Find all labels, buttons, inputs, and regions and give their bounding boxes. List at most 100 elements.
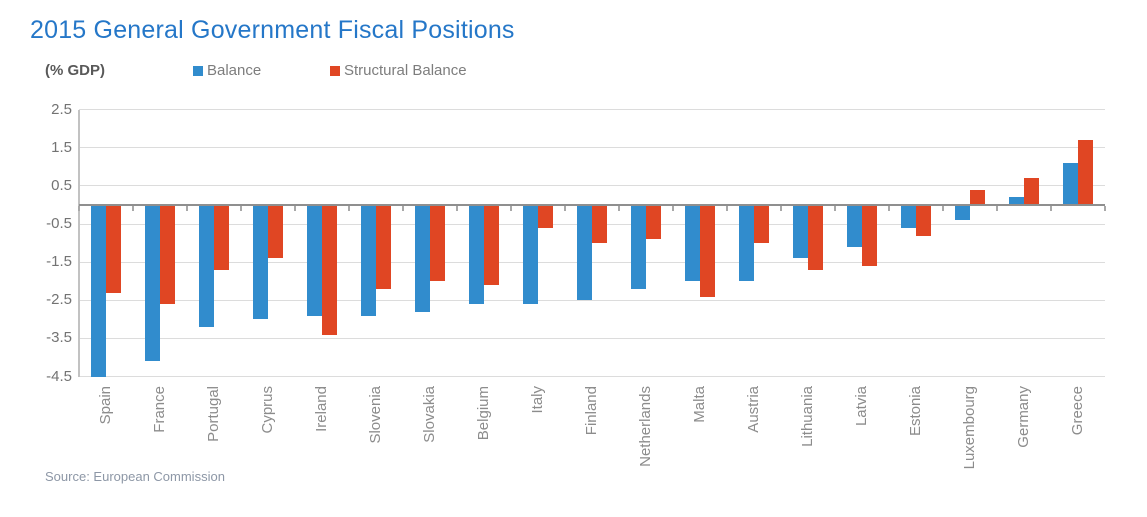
bar-balance-finland [577,205,592,301]
y-tick-label--0.5: -0.5 [46,215,72,233]
bar-balance-estonia [901,205,916,228]
x-label-estonia: Estonia [907,386,924,437]
category-tick-7 [456,206,458,211]
category-tick-13 [780,206,782,211]
x-label-lithuania: Lithuania [799,386,816,447]
y-tick-label--2.5: -2.5 [46,291,72,309]
zero-baseline [79,204,1105,206]
category-tick-11 [672,206,674,211]
source-note: Source: European Commission [45,469,225,484]
bar-structural-balance-cyprus [268,205,283,259]
x-label-netherlands: Netherlands [637,386,654,467]
bar-structural-balance-germany [1024,178,1039,205]
bar-structural-balance-italy [538,205,553,228]
bar-balance-belgium [469,205,484,305]
gridline-0.5 [79,185,1105,187]
x-label-malta: Malta [691,386,708,423]
gridline--3.5 [79,337,1105,339]
category-tick-6 [402,206,404,211]
y-tick-label-1.5: 1.5 [51,138,72,156]
bar-balance-slovenia [361,205,376,316]
category-tick-2 [186,206,188,211]
bar-balance-luxembourg [955,205,970,221]
bar-balance-greece [1063,163,1078,205]
category-tick-4 [294,206,296,211]
y-axis-line [78,109,80,377]
x-label-cyprus: Cyprus [259,386,276,434]
bar-balance-netherlands [631,205,646,289]
bar-structural-balance-portugal [214,205,229,270]
y-tick-label--4.5: -4.5 [46,367,72,385]
bar-balance-slovakia [415,205,430,312]
bar-balance-portugal [199,205,214,328]
bar-structural-balance-slovakia [430,205,445,282]
legend-item-balance: Balance [193,62,261,79]
y-tick-label-2.5: 2.5 [51,100,72,118]
bar-structural-balance-luxembourg [970,189,985,205]
legend-item-structural-balance: Structural Balance [330,62,467,79]
x-label-belgium: Belgium [475,386,492,441]
x-label-ireland: Ireland [313,386,330,432]
bar-balance-latvia [847,205,862,247]
legend-swatch-structural-balance-icon [330,65,340,76]
category-tick-14 [834,206,836,211]
x-label-france: France [151,386,168,433]
category-tick-5 [348,206,350,211]
legend-label-balance: Balance [207,62,262,79]
bar-balance-italy [523,205,538,305]
bar-balance-ireland [307,205,322,316]
legend-swatch-balance-icon [193,65,203,76]
bar-structural-balance-ireland [322,205,337,335]
category-tick-9 [564,206,566,211]
bar-structural-balance-slovenia [376,205,391,289]
category-tick-1 [132,206,134,211]
bar-structural-balance-netherlands [646,205,661,240]
y-tick-label--1.5: -1.5 [46,253,72,271]
bar-balance-cyprus [253,205,268,320]
y-tick-label-0.5: 0.5 [51,176,72,194]
x-label-spain: Spain [97,386,114,425]
y-tick-label--3.5: -3.5 [46,329,72,347]
category-tick-17 [996,206,998,211]
legend-label-structural-balance: Structural Balance [344,62,467,79]
bar-structural-balance-spain [106,205,121,293]
x-label-austria: Austria [745,386,762,433]
bar-balance-malta [685,205,700,282]
bar-structural-balance-belgium [484,205,499,286]
x-label-finland: Finland [583,386,600,436]
gridline-1.5 [79,147,1105,149]
gridline-2.5 [79,109,1105,111]
bar-structural-balance-malta [700,205,715,297]
x-label-italy: Italy [529,386,546,414]
chart-title: 2015 General Government Fiscal Positions [30,16,515,44]
bar-balance-germany [1009,197,1024,205]
bar-balance-france [145,205,160,362]
bar-balance-spain [91,205,106,377]
gridline--1.5 [79,261,1105,263]
bar-structural-balance-lithuania [808,205,823,270]
x-label-greece: Greece [1069,386,1086,436]
x-label-portugal: Portugal [205,386,222,442]
bar-structural-balance-finland [592,205,607,244]
x-label-germany: Germany [1015,386,1032,448]
bar-structural-balance-latvia [862,205,877,267]
y-axis-unit-label: (% GDP) [45,62,105,79]
bar-structural-balance-estonia [916,205,931,236]
category-tick-16 [942,206,944,211]
gridline--2.5 [79,299,1105,301]
category-tick-15 [888,206,890,211]
category-tick-3 [240,206,242,211]
category-tick-8 [510,206,512,211]
category-tick-10 [618,206,620,211]
bar-structural-balance-france [160,205,175,305]
x-label-luxembourg: Luxembourg [961,386,978,470]
category-tick-18 [1050,206,1052,211]
x-label-latvia: Latvia [853,386,870,427]
bar-balance-lithuania [793,205,808,259]
x-label-slovakia: Slovakia [421,386,438,443]
category-tick-12 [726,206,728,211]
gridline--4.5 [79,376,1105,378]
bar-structural-balance-austria [754,205,769,244]
bar-balance-austria [739,205,754,282]
